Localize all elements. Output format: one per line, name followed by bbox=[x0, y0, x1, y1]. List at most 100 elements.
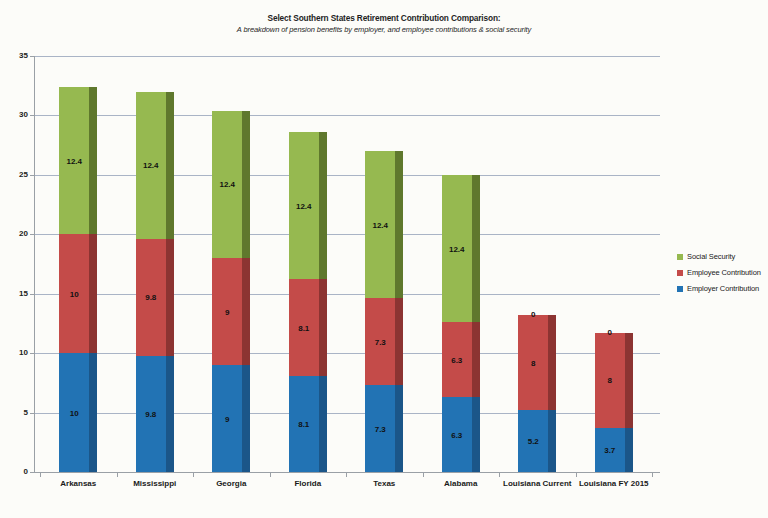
bar-value-label: 6.3 bbox=[442, 430, 472, 439]
x-axis-line bbox=[30, 472, 660, 473]
bar-segment-shadow-edge bbox=[319, 279, 327, 375]
bar-value-label: 12.4 bbox=[442, 244, 472, 253]
chart-subtitle: A breakdown of pension benefits by emplo… bbox=[0, 25, 768, 34]
bar-segment: 7.3 bbox=[365, 385, 403, 472]
bar-segment: 10 bbox=[59, 353, 97, 472]
bar-zero-value-label: 0 bbox=[591, 328, 629, 337]
legend-label: Employee Contribution bbox=[687, 268, 761, 277]
bar-value-label: 10 bbox=[59, 289, 89, 298]
bar-value-label: 12.4 bbox=[212, 180, 242, 189]
bar-segment: 10 bbox=[59, 234, 97, 353]
bar-value-label: 9 bbox=[212, 307, 242, 316]
bar-segment: 9.8 bbox=[136, 356, 174, 472]
bar-value-label: 5.2 bbox=[518, 437, 548, 446]
bar-segment: 12.4 bbox=[212, 111, 250, 258]
legend-swatch-icon bbox=[677, 254, 683, 260]
bar-segment-shadow-edge bbox=[319, 132, 327, 279]
bar-segment: 12.4 bbox=[59, 87, 97, 234]
gridline bbox=[34, 294, 660, 295]
bar-segment: 6.3 bbox=[442, 397, 480, 472]
bar-segment: 12.4 bbox=[289, 132, 327, 279]
bar-segment: 7.3 bbox=[365, 298, 403, 385]
bar-segment: 12.4 bbox=[136, 92, 174, 239]
chart-page: Select Southern States Retirement Contri… bbox=[0, 0, 768, 518]
bar-segment: 8 bbox=[518, 315, 556, 410]
bar-segment-shadow-edge bbox=[625, 428, 633, 472]
x-axis-tick bbox=[270, 473, 271, 477]
bar-value-label: 8 bbox=[595, 376, 625, 385]
bar-value-label: 8.1 bbox=[289, 419, 319, 428]
bar-value-label: 9.8 bbox=[136, 293, 166, 302]
y-axis-label: 30 bbox=[6, 110, 28, 119]
gridline bbox=[34, 413, 660, 414]
legend-label: Social Security bbox=[687, 252, 735, 261]
bar-segment-shadow-edge bbox=[166, 356, 174, 472]
x-axis-tick bbox=[652, 473, 653, 477]
x-axis-tick bbox=[346, 473, 347, 477]
y-axis-label: 5 bbox=[6, 408, 28, 417]
bar-segment: 12.4 bbox=[442, 175, 480, 322]
bar-value-label: 7.3 bbox=[365, 424, 395, 433]
bar-segment-shadow-edge bbox=[242, 111, 250, 258]
bar-segment: 8.1 bbox=[289, 376, 327, 472]
legend-label: Employer Contribution bbox=[687, 284, 759, 293]
bar-segment-shadow-edge bbox=[548, 410, 556, 472]
bar-segment: 9 bbox=[212, 365, 250, 472]
bar-value-label: 6.3 bbox=[442, 355, 472, 364]
y-axis-label: 25 bbox=[6, 170, 28, 179]
x-axis-tick bbox=[423, 473, 424, 477]
bar-segment: 6.3 bbox=[442, 322, 480, 397]
x-axis-tick bbox=[499, 473, 500, 477]
bar-segment-shadow-edge bbox=[89, 234, 97, 353]
bar-value-label: 12.4 bbox=[365, 220, 395, 229]
legend-swatch-icon bbox=[677, 286, 683, 292]
bar-segment-shadow-edge bbox=[472, 175, 480, 322]
bar-value-label: 12.4 bbox=[289, 201, 319, 210]
bar-value-label: 7.3 bbox=[365, 337, 395, 346]
bar-segment: 9 bbox=[212, 258, 250, 365]
y-axis-label: 10 bbox=[6, 348, 28, 357]
bar-segment: 3.7 bbox=[595, 428, 633, 472]
gridline bbox=[34, 234, 660, 235]
bar-value-label: 12.4 bbox=[59, 156, 89, 165]
gridline bbox=[34, 56, 660, 57]
legend-item: Social Security bbox=[677, 252, 761, 261]
x-axis-tick bbox=[193, 473, 194, 477]
bar-segment-shadow-edge bbox=[166, 239, 174, 355]
category-label: Louisiana FY 2015 bbox=[554, 479, 674, 488]
bar-segment-shadow-edge bbox=[319, 376, 327, 472]
bar-segment-shadow-edge bbox=[395, 298, 403, 385]
legend: Social Security Employee Contribution Empl… bbox=[677, 252, 761, 293]
y-axis-label: 20 bbox=[6, 229, 28, 238]
bar-zero-value-label: 0 bbox=[514, 310, 552, 319]
y-axis-label: 35 bbox=[6, 51, 28, 60]
bar-segment: 8.1 bbox=[289, 279, 327, 375]
x-axis-tick bbox=[117, 473, 118, 477]
y-axis-line bbox=[34, 56, 35, 472]
bar-value-label: 8 bbox=[518, 358, 548, 367]
bar-segment-shadow-edge bbox=[242, 365, 250, 472]
y-axis-label: 0 bbox=[6, 467, 28, 476]
bar-value-label: 9 bbox=[212, 414, 242, 423]
bar-segment: 9.8 bbox=[136, 239, 174, 355]
y-axis-label: 15 bbox=[6, 289, 28, 298]
gridline bbox=[34, 115, 660, 116]
legend-swatch-icon bbox=[677, 270, 683, 276]
bar-segment: 8 bbox=[595, 333, 633, 428]
bar-segment-shadow-edge bbox=[89, 87, 97, 234]
bar-segment-shadow-edge bbox=[242, 258, 250, 365]
bar-segment-shadow-edge bbox=[89, 353, 97, 472]
bar-value-label: 3.7 bbox=[595, 446, 625, 455]
bar-segment-shadow-edge bbox=[395, 151, 403, 298]
legend-item: Employee Contribution bbox=[677, 268, 761, 277]
bar-value-label: 10 bbox=[59, 408, 89, 417]
bar-segment: 5.2 bbox=[518, 410, 556, 472]
bar-value-label: 9.8 bbox=[136, 409, 166, 418]
bar-value-label: 8.1 bbox=[289, 323, 319, 332]
bar-segment-shadow-edge bbox=[548, 315, 556, 410]
bar-segment-shadow-edge bbox=[472, 397, 480, 472]
x-axis-tick bbox=[576, 473, 577, 477]
bar-segment-shadow-edge bbox=[472, 322, 480, 397]
x-axis-tick bbox=[40, 473, 41, 477]
bar-segment-shadow-edge bbox=[395, 385, 403, 472]
